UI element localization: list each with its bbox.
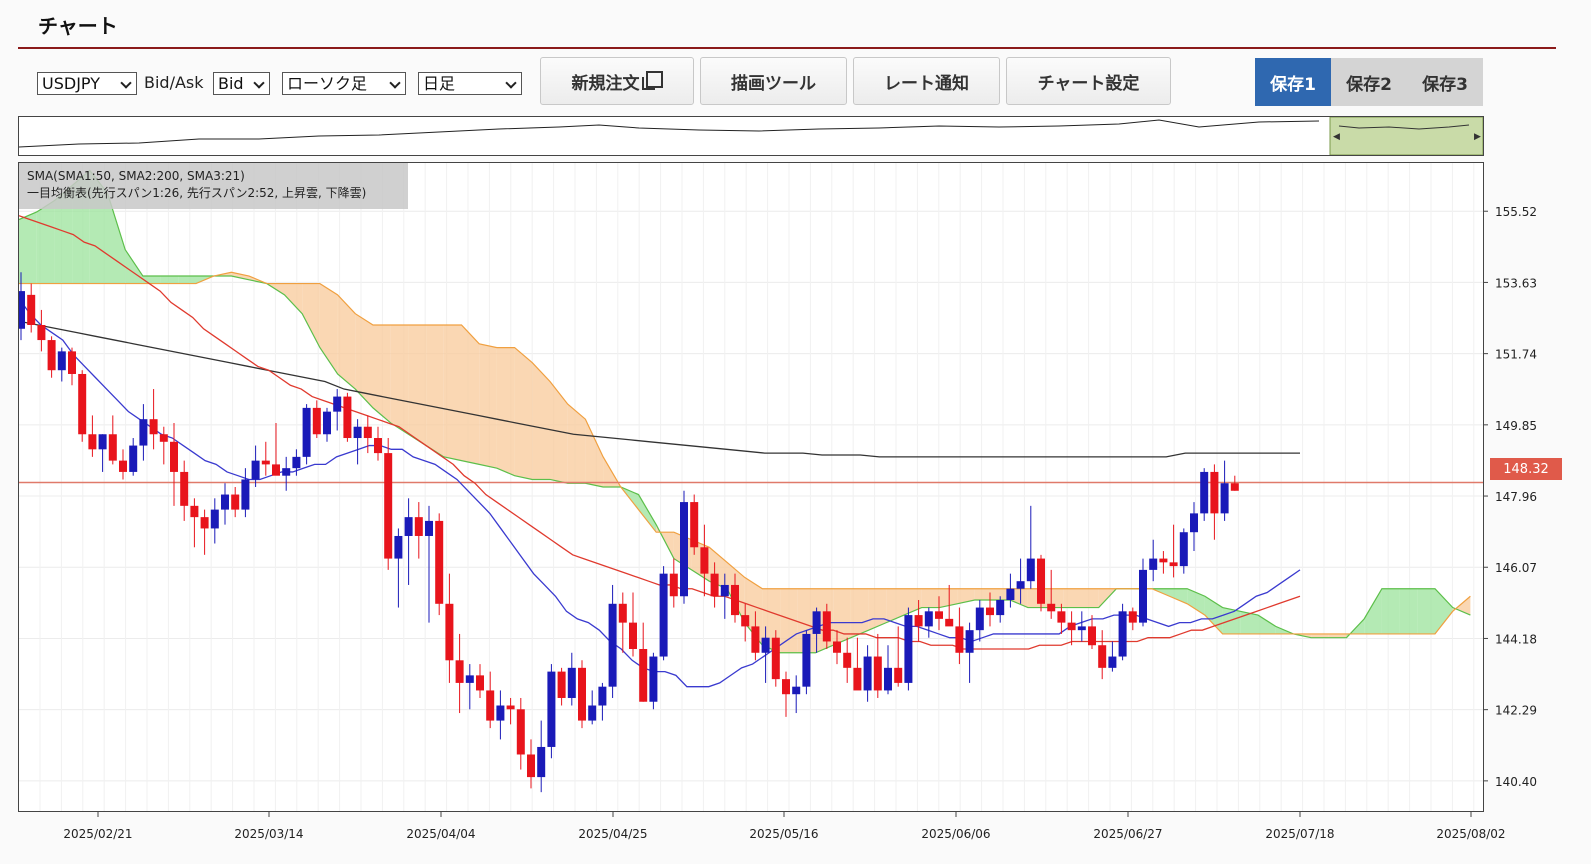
save-tab-3[interactable]: 保存3 <box>1407 58 1483 106</box>
y-tick-label: 147.96 <box>1495 490 1537 504</box>
x-tick-label: 2025/04/25 <box>578 827 647 841</box>
new-window-icon <box>641 70 663 90</box>
navigator-window <box>1329 117 1483 155</box>
title-divider <box>18 47 1556 49</box>
x-tick-label: 2025/03/14 <box>234 827 303 841</box>
y-tick-label: 151.74 <box>1495 348 1537 362</box>
navigator-right-arrow-icon: ▶ <box>1474 132 1481 142</box>
x-tick-label: 2025/07/18 <box>1265 827 1334 841</box>
navigator-left-arrow-icon: ◀ <box>1333 132 1340 142</box>
bidask-label: Bid/Ask <box>144 73 204 92</box>
x-tick-label: 2025/06/06 <box>921 827 990 841</box>
period-select[interactable]: 日足 <box>418 72 522 95</box>
drawing-tools-label: 描画ツール <box>731 73 816 94</box>
current-price-tag: 148.32 <box>1490 458 1562 480</box>
price-chart[interactable] <box>18 162 1484 812</box>
symbol-select[interactable]: USDJPY <box>37 72 137 95</box>
bidask-select[interactable]: Bid <box>213 72 270 95</box>
y-tick-label: 142.29 <box>1495 704 1537 718</box>
save-tab-1[interactable]: 保存1 <box>1255 58 1331 106</box>
legend-ichimoku: 一目均衡表(先行スパン1:26, 先行スパン2:52, 上昇雲, 下降雲) <box>27 186 367 200</box>
navigator-overview[interactable]: ◀ ▶ <box>18 116 1484 156</box>
x-tick-label: 2025/08/02 <box>1436 827 1505 841</box>
y-tick-label: 140.40 <box>1495 775 1537 789</box>
x-tick-label: 2025/04/04 <box>406 827 475 841</box>
y-tick-label: 155.52 <box>1495 205 1537 219</box>
new-order-button[interactable]: 新規注文 <box>540 57 694 105</box>
y-tick-label: 153.63 <box>1495 276 1537 290</box>
x-tick-label: 2025/05/16 <box>749 827 818 841</box>
y-tick-label: 144.18 <box>1495 632 1537 646</box>
page-title: チャート <box>38 14 118 38</box>
indicator-legend: SMA(SMA1:50, SMA2:200, SMA3:21) 一目均衡表(先行… <box>19 163 408 209</box>
navigator-window-line <box>1338 124 1470 130</box>
x-tick-label: 2025/06/27 <box>1093 827 1162 841</box>
y-tick-label: 149.85 <box>1495 419 1537 433</box>
chart-settings-label: チャート設定 <box>1037 73 1140 94</box>
new-order-label: 新規注文 <box>571 73 640 94</box>
rate-alert-button[interactable]: レート通知 <box>853 57 1000 105</box>
y-tick-label: 146.07 <box>1495 561 1537 575</box>
legend-sma: SMA(SMA1:50, SMA2:200, SMA3:21) <box>27 169 245 183</box>
x-tick-label: 2025/02/21 <box>63 827 132 841</box>
navigator-line <box>19 119 1320 148</box>
drawing-tools-button[interactable]: 描画ツール <box>700 57 847 105</box>
chart-settings-button[interactable]: チャート設定 <box>1006 57 1171 105</box>
rate-alert-label: レート通知 <box>884 73 969 94</box>
save-tab-2[interactable]: 保存2 <box>1331 58 1407 106</box>
chart-type-select[interactable]: ローソク足 <box>282 72 406 95</box>
